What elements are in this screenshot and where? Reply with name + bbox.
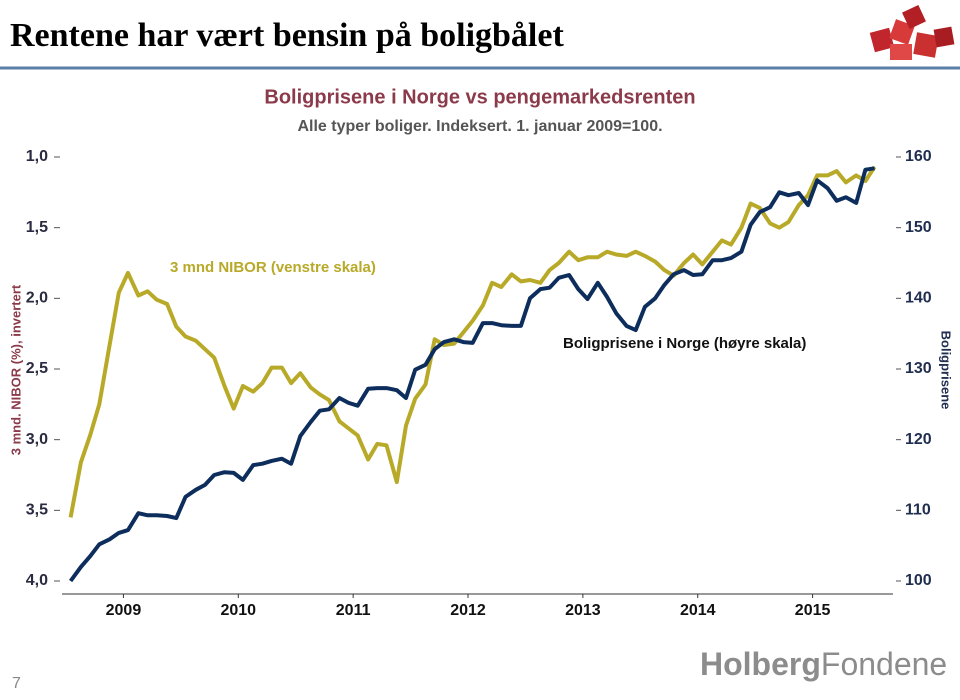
y-axis-title: 3 mnd. NIBOR (%), invertert [8,284,23,455]
y2-tick-label: 140 [905,290,932,307]
y2-tick-label: 110 [905,502,931,519]
y2-tick-label: 130 [905,360,932,377]
logo-icon [869,5,955,60]
logo-part: Holberg [700,646,821,682]
x-tick-label: 2012 [450,602,486,619]
x-tick-label: 2013 [565,602,601,619]
y-tick-label: 4,0 [26,572,48,589]
y-tick-label: 1,5 [26,219,48,236]
y-tick-label: 2,0 [26,290,48,307]
x-tick-label: 2011 [336,602,371,619]
y2-tick-label: 120 [905,431,932,448]
series-line [68,166,875,583]
y-tick-label: 2,5 [26,360,48,377]
x-tick-label: 2015 [795,602,831,619]
slide-title: Rentene har vært bensin på boligbålet [10,17,564,54]
y2-axis-title: Boligprisene [939,331,954,410]
chart-title: Boligprisene i Norge vs pengemarkedsrent… [264,86,695,108]
annotation: 3 mnd NIBOR (venstre skala) [170,259,376,276]
y2-tick-label: 160 [905,148,932,165]
logo-part: Fondene [821,646,947,682]
annotation: Boligprisene i Norge (høyre skala) [563,335,806,352]
y-tick-label: 3,5 [26,502,48,519]
series-line [68,165,877,518]
y2-tick-label: 150 [905,219,932,236]
x-tick-label: 2009 [106,602,142,619]
y2-tick-label: 100 [905,572,932,589]
logo-text: HolbergFondene [700,646,947,682]
x-tick-label: 2010 [220,602,256,619]
x-tick-label: 2014 [680,602,716,619]
y-tick-label: 3,0 [26,431,48,448]
chart-subtitle: Alle typer boliger. Indeksert. 1. januar… [297,118,662,135]
y-tick-label: 1,0 [26,148,48,165]
page-number: 7 [12,675,21,692]
